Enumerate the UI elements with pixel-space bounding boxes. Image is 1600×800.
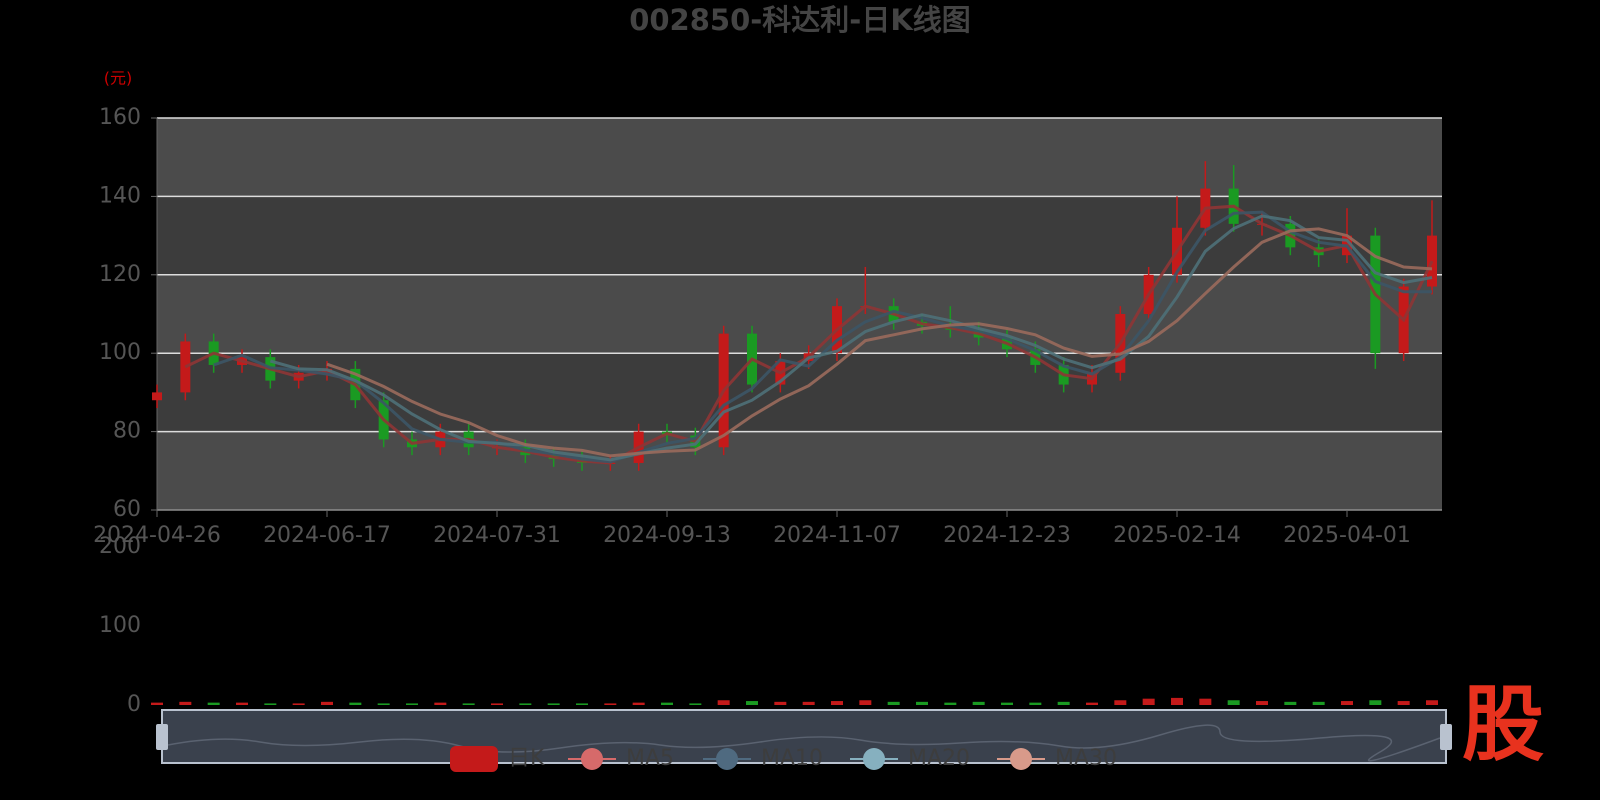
volume-bar xyxy=(1086,702,1098,705)
legend-label[interactable]: MA10 xyxy=(761,746,823,771)
x-tick-label: 2024-06-17 xyxy=(263,523,391,548)
y-tick-label: 80 xyxy=(113,419,141,444)
y-tick-label: 160 xyxy=(99,105,141,130)
volume-bar xyxy=(1284,701,1297,705)
volume-bar xyxy=(916,701,928,705)
volume-bar xyxy=(1341,701,1353,705)
volume-bar xyxy=(207,702,220,705)
volume-bar xyxy=(1057,701,1070,705)
plot-band xyxy=(157,431,1442,510)
volume-bar xyxy=(1199,698,1212,705)
volume-bar xyxy=(1171,697,1183,705)
volume-bar xyxy=(746,701,758,705)
volume-bar xyxy=(717,700,730,705)
volume-bar xyxy=(1029,702,1042,705)
volume-bar xyxy=(1001,702,1013,705)
legend-marker xyxy=(581,748,603,770)
volume-bar xyxy=(887,701,900,705)
legend-label[interactable]: MA20 xyxy=(908,746,970,771)
volume-bar xyxy=(831,701,843,705)
legend-marker xyxy=(716,748,738,770)
volume-bar xyxy=(802,701,815,705)
plot-band xyxy=(157,274,1442,354)
volume-bar xyxy=(151,702,163,705)
legend-marker[interactable] xyxy=(450,746,498,772)
volume-bar xyxy=(972,701,985,705)
volume-bar xyxy=(1312,701,1325,705)
candle-body xyxy=(1427,235,1437,287)
candle-body xyxy=(152,392,162,401)
legend-marker xyxy=(863,748,885,770)
volume-bar xyxy=(661,702,673,705)
volume-bar xyxy=(462,703,475,705)
volume-bar xyxy=(1142,698,1155,705)
volume-bar xyxy=(1397,701,1410,705)
volume-bar xyxy=(292,703,305,705)
x-tick-label: 2024-04-26 xyxy=(93,523,221,548)
x-tick-label: 2024-11-07 xyxy=(773,523,901,548)
zoom-handle-right[interactable] xyxy=(1440,724,1452,750)
legend-label[interactable]: 日K xyxy=(508,746,545,771)
x-tick-label: 2024-07-31 xyxy=(433,523,561,548)
volume-bar xyxy=(1114,700,1127,705)
volume-bar xyxy=(321,701,333,705)
volume-tick-label: 200 xyxy=(99,534,141,559)
legend-label[interactable]: MA30 xyxy=(1055,746,1117,771)
volume-bar xyxy=(434,702,447,705)
x-tick-label: 2024-09-13 xyxy=(603,523,731,548)
plot-bands xyxy=(157,118,1442,510)
y-tick-label: 60 xyxy=(113,497,141,522)
legend-marker xyxy=(1010,748,1032,770)
volume-bar xyxy=(406,703,418,705)
volume-bar xyxy=(1227,700,1240,705)
x-tick-label: 2025-02-14 xyxy=(1113,523,1241,548)
volume-bar xyxy=(1369,700,1382,705)
volume-bar xyxy=(944,702,957,705)
volume-bar xyxy=(547,703,560,705)
y-tick-label: 140 xyxy=(99,183,141,208)
y-tick-label: 100 xyxy=(99,340,141,365)
volume-bar xyxy=(632,702,645,705)
legend-label[interactable]: MA5 xyxy=(626,746,674,771)
data-zoom[interactable] xyxy=(161,709,1447,764)
volume-bar xyxy=(1426,700,1438,705)
ma-line xyxy=(326,227,1433,458)
volume-tick-label: 0 xyxy=(127,692,141,717)
logo: 股 xyxy=(1462,677,1544,772)
volume-bar xyxy=(236,702,248,705)
volume-bar xyxy=(604,703,617,705)
volume-bar xyxy=(774,701,787,705)
volume-bar xyxy=(576,703,588,705)
x-tick-label: 2025-04-01 xyxy=(1283,523,1411,548)
volume-bar xyxy=(349,702,362,705)
volume-bar xyxy=(264,703,277,705)
volume-bar xyxy=(377,703,390,705)
ma-line xyxy=(269,214,1433,462)
volume-bar xyxy=(689,703,702,705)
volume-bar xyxy=(859,700,872,705)
volume-bar xyxy=(491,703,503,705)
unit-label: (元) xyxy=(104,69,133,88)
volume-bar xyxy=(519,703,532,705)
plot-band xyxy=(157,118,1442,197)
volume-tick-label: 100 xyxy=(99,613,141,638)
plot-band xyxy=(157,196,1442,275)
chart-title: 002850-科达利-日K线图 xyxy=(629,3,971,37)
zoom-handle-left[interactable] xyxy=(156,724,168,750)
volume-bar xyxy=(179,701,192,705)
x-tick-label: 2024-12-23 xyxy=(943,523,1071,548)
volume-bar xyxy=(1256,701,1268,705)
y-tick-label: 120 xyxy=(99,262,141,287)
data-zoom-shadow xyxy=(167,724,1441,762)
